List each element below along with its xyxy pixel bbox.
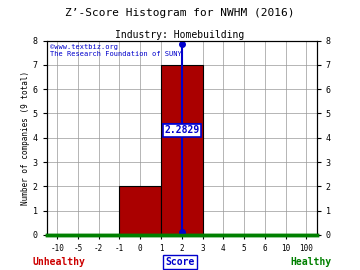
Text: 2.2829: 2.2829: [164, 125, 199, 136]
Text: Healthy: Healthy: [290, 257, 331, 267]
Text: Industry: Homebuilding: Industry: Homebuilding: [115, 30, 245, 40]
Text: Unhealthy: Unhealthy: [32, 257, 85, 267]
Text: Score: Score: [165, 257, 195, 267]
Y-axis label: Number of companies (9 total): Number of companies (9 total): [21, 71, 30, 205]
Text: Z’-Score Histogram for NWHM (2016): Z’-Score Histogram for NWHM (2016): [65, 8, 295, 18]
Text: ©www.textbiz.org
The Research Foundation of SUNY: ©www.textbiz.org The Research Foundation…: [50, 44, 181, 58]
Bar: [161, 65, 203, 235]
Bar: [120, 186, 161, 235]
